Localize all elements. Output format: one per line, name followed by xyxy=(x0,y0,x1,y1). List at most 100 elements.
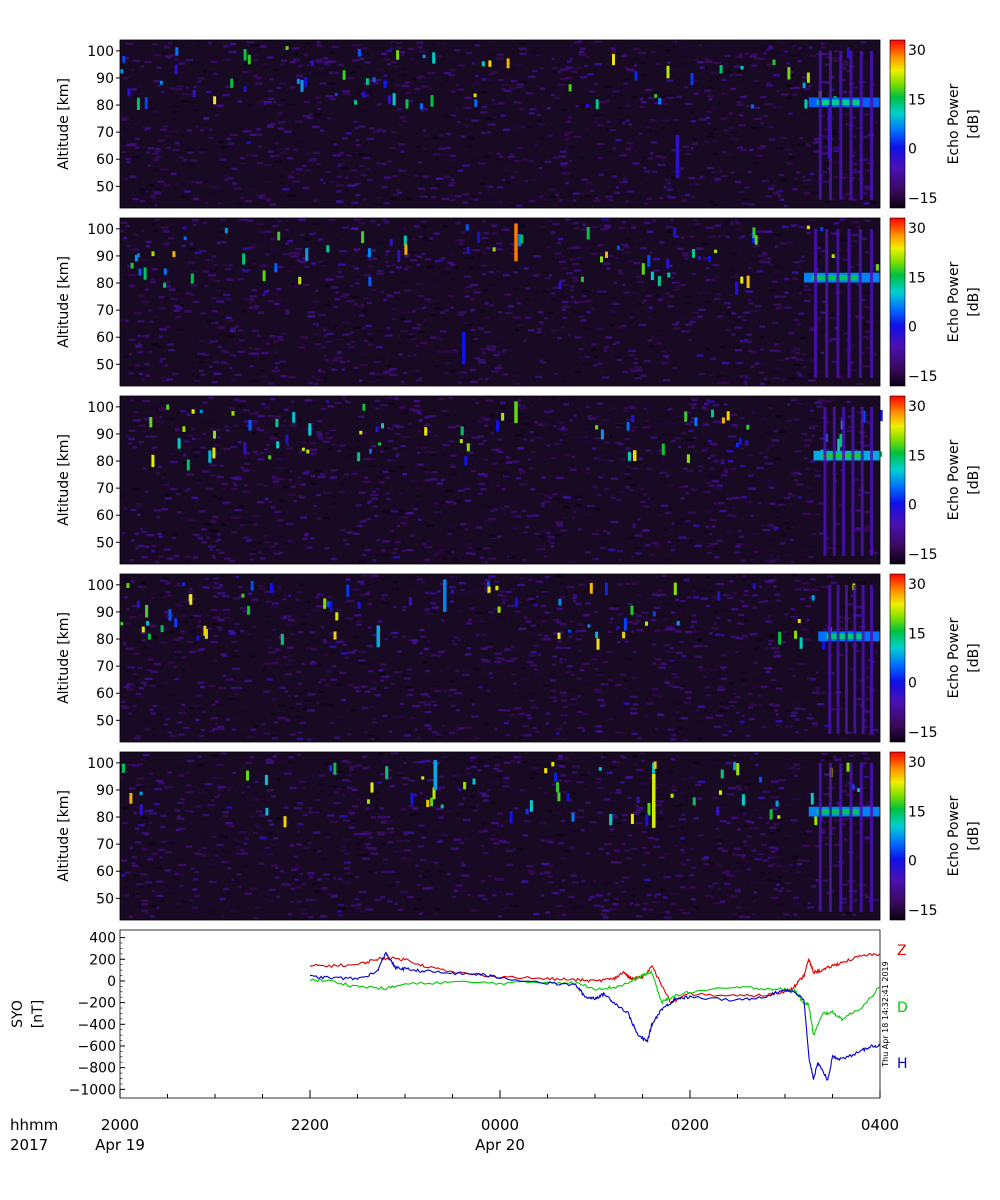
colorbar-tick-label: −15 xyxy=(908,725,938,741)
echo-streak xyxy=(828,584,832,734)
colorbar-tick-label: 0 xyxy=(908,498,917,514)
y-tick-label: 70 xyxy=(96,659,114,675)
colorbar-label: Echo Power xyxy=(946,439,962,520)
colorbar-units: [dB] xyxy=(966,643,982,672)
colorbar-tick-label: 30 xyxy=(908,577,926,593)
echo-streak xyxy=(858,228,862,378)
colorbar-tick-label: 30 xyxy=(908,221,926,237)
y-tick-label: 70 xyxy=(96,837,114,853)
heatmap-spots xyxy=(130,224,879,295)
y-axis-label: Altitude [km] xyxy=(56,434,72,526)
colorbar-tick-label: −15 xyxy=(908,369,938,385)
series-line-D xyxy=(309,969,881,1036)
echo-streak xyxy=(814,228,817,378)
colorbar xyxy=(889,573,906,743)
echo-column xyxy=(462,331,466,365)
y-tick-label: 80 xyxy=(96,98,114,114)
heatmap-spots xyxy=(149,403,883,471)
y-tick-label: 100 xyxy=(87,400,114,416)
timestamp-stamp: Thu Apr 18 14:32:41 2019 xyxy=(881,961,890,1068)
y-tick-label: 50 xyxy=(96,179,114,195)
y-tick-label: 0 xyxy=(107,974,116,990)
colorbar-tick-label: 30 xyxy=(908,755,926,771)
echo-streak xyxy=(849,762,853,912)
echo-layer-core xyxy=(812,274,858,281)
colorbar xyxy=(889,751,906,921)
colorbar xyxy=(889,39,906,209)
y-tick-label: 80 xyxy=(96,454,114,470)
series-line-H xyxy=(309,951,881,1081)
echo-streak xyxy=(870,228,873,378)
time-axis-row-label-1: hhmm xyxy=(10,1116,58,1134)
y-tick-label: 90 xyxy=(96,605,114,621)
y-tick-label: 60 xyxy=(96,686,114,702)
echo-streak xyxy=(839,50,843,200)
echo-streak xyxy=(836,584,840,734)
echo-panel: 50 60 70 80 90 100 Altitude [km] −15 0 15 30 Echo P… xyxy=(56,39,982,209)
y-axis-label: SYO xyxy=(10,1000,26,1028)
y-tick-label: 70 xyxy=(96,481,114,497)
heatmap-background xyxy=(120,752,880,920)
date-label: Apr 19 xyxy=(95,1136,145,1154)
y-tick-label: 50 xyxy=(96,713,114,729)
colorbar-tick-label: 15 xyxy=(908,626,926,642)
echo-streak xyxy=(825,228,829,378)
y-tick-label: 50 xyxy=(96,535,114,551)
y-tick-label: −800 xyxy=(78,1061,116,1077)
y-tick-label: 90 xyxy=(96,249,114,265)
echo-streak xyxy=(844,584,848,734)
time-tick-label: 2000 xyxy=(101,1116,139,1134)
heatmap-background xyxy=(120,40,880,208)
y-tick-label: 60 xyxy=(96,152,114,168)
echo-layer-core xyxy=(826,633,864,640)
colorbar-units: [dB] xyxy=(966,821,982,850)
echo-streak xyxy=(818,762,822,912)
y-tick-label: −400 xyxy=(78,1017,116,1033)
echo-streak xyxy=(839,762,843,912)
echo-streak xyxy=(832,406,836,556)
colorbar xyxy=(889,395,906,565)
echo-column xyxy=(633,450,637,462)
heatmap-noise xyxy=(120,40,879,208)
legend-H: H xyxy=(897,1056,908,1072)
y-tick-label: 200 xyxy=(89,952,116,968)
echo-streak xyxy=(836,228,840,378)
colorbar-tick-label: 0 xyxy=(908,142,917,158)
colorbar-tick-label: 15 xyxy=(908,804,926,820)
echo-streak xyxy=(870,406,873,556)
echo-column xyxy=(652,773,656,828)
echo-layer-core xyxy=(816,808,860,815)
y-axis-label: Altitude [km] xyxy=(56,790,72,882)
y-tick-label: −600 xyxy=(78,1039,116,1055)
time-axis-row-label-2: 2017 xyxy=(10,1136,48,1154)
echo-panel: 50 60 70 80 90 100 Altitude [km] −15 0 15 30 Echo P… xyxy=(56,217,982,387)
colorbar-tick-label: −15 xyxy=(908,547,938,563)
time-axis: hhmm 2017 2000 2200 0000 0200 0400 Apr 19 Apr 20 xyxy=(10,1116,899,1154)
y-tick-label: 80 xyxy=(96,276,114,292)
line-plot-frame xyxy=(119,929,881,1099)
y-tick-label: 100 xyxy=(87,44,114,60)
echo-streak xyxy=(853,584,857,734)
colorbar-tick-label: 30 xyxy=(908,399,926,415)
y-tick-label: 50 xyxy=(96,891,114,907)
echo-streak xyxy=(849,50,853,200)
y-tick-label: 90 xyxy=(96,427,114,443)
y-axis-units: [nT] xyxy=(30,1000,46,1028)
y-tick-label: 400 xyxy=(89,931,116,947)
magnetometer-panel: 400 200 0 −200 −400 −600 −800 −1000 SYO [nT] Z D H Th… xyxy=(10,929,908,1099)
heatmap-background xyxy=(120,218,880,386)
y-tick-label: 80 xyxy=(96,810,114,826)
echo-column xyxy=(433,760,437,790)
y-tick-label: 80 xyxy=(96,632,114,648)
colorbar xyxy=(889,217,906,387)
echo-layer-core xyxy=(816,99,860,106)
colorbar-tick-label: 15 xyxy=(908,270,926,286)
echo-streak xyxy=(861,584,865,734)
colorbar-units: [dB] xyxy=(966,109,982,138)
echo-streak xyxy=(823,406,827,556)
echo-streak xyxy=(860,406,864,556)
y-tick-label: 90 xyxy=(96,783,114,799)
colorbar-label: Echo Power xyxy=(946,795,962,876)
colorbar-units: [dB] xyxy=(966,465,982,494)
